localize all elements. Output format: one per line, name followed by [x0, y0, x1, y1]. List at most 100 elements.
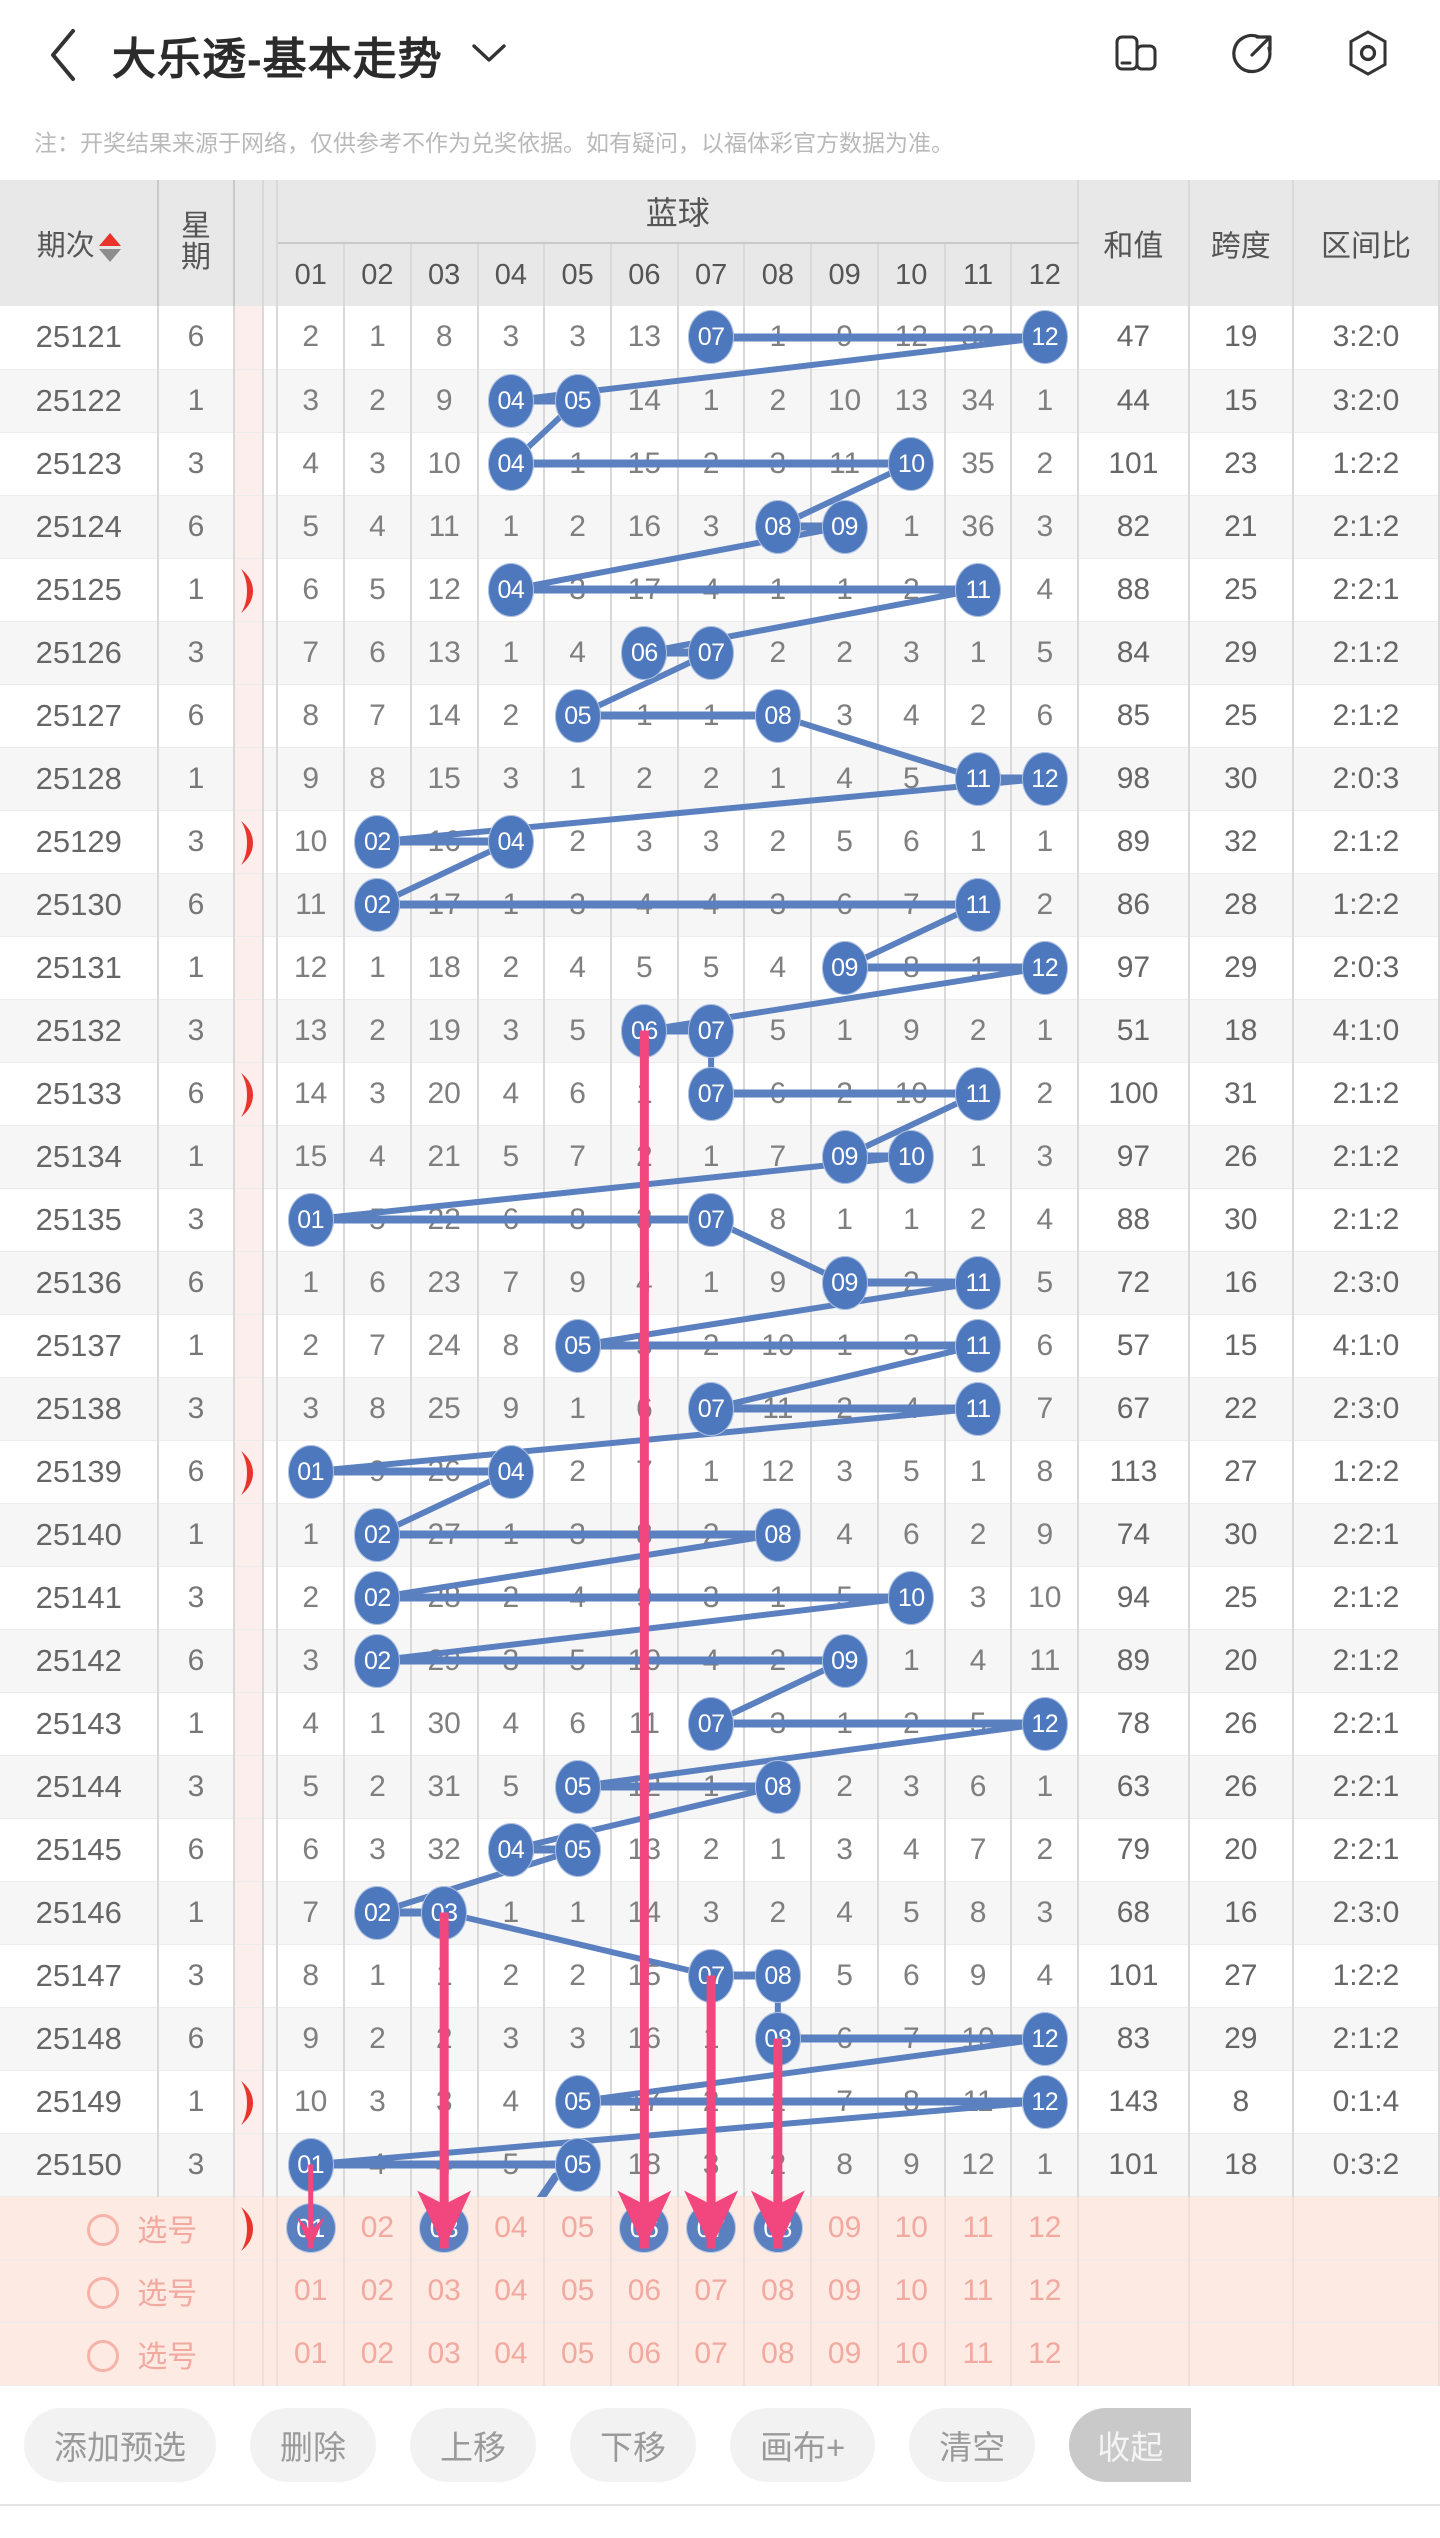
cell-ball-2[interactable]: 2: [344, 369, 412, 433]
cell-ball-2[interactable]: 2: [344, 2007, 412, 2071]
selection-cell-05[interactable]: 05: [544, 2196, 613, 2260]
cell-ball-12[interactable]: 2: [1011, 1062, 1080, 1126]
cell-ball-2[interactable]: 02: [344, 810, 412, 874]
table-row[interactable]: 25125 1 6 5 12 04 3 17 4 1 1 2 11 4 88 25 2:2:1: [0, 558, 1440, 622]
cell-ball-12[interactable]: 1: [1011, 999, 1080, 1063]
cell-ball-9[interactable]: 4: [811, 747, 879, 811]
table-row[interactable]: 25149 1 10 3 3 4 05 17 2 1 7 8 11 12 143 8 0:1:4: [0, 2070, 1440, 2134]
cell-ball-4[interactable]: 04: [477, 1440, 546, 1504]
cell-ball-1[interactable]: 6: [277, 1818, 346, 1882]
cell-ball-6[interactable]: 2: [611, 747, 679, 811]
cell-ball-8[interactable]: 3: [744, 873, 813, 937]
column-header-ball-05[interactable]: 05: [544, 243, 612, 306]
selection-label-cell[interactable]: 选号: [0, 2196, 235, 2260]
column-header-ball-08[interactable]: 08: [744, 243, 813, 306]
cell-ball-6[interactable]: 16: [611, 2007, 679, 2071]
cell-ball-12[interactable]: 12: [1011, 306, 1080, 370]
cell-ball-9[interactable]: 09: [811, 1125, 879, 1189]
selection-cell-12[interactable]: 12: [1011, 2196, 1080, 2260]
cell-ball-8[interactable]: 4: [744, 936, 813, 1000]
selection-cell-02[interactable]: 02: [344, 2196, 412, 2260]
cell-ball-7[interactable]: 1: [677, 1440, 746, 1504]
cell-ball-2[interactable]: 6: [344, 621, 412, 685]
cell-ball-6[interactable]: 10: [611, 1629, 679, 1693]
cell-ball-11[interactable]: 35: [944, 432, 1013, 496]
cell-ball-12[interactable]: 12: [1011, 747, 1080, 811]
cell-ball-8[interactable]: 5: [744, 999, 813, 1063]
cell-ball-5[interactable]: 4: [544, 1566, 612, 1630]
cell-ball-2[interactable]: 1: [344, 936, 412, 1000]
cell-ball-11[interactable]: 1: [944, 621, 1013, 685]
cell-ball-7[interactable]: 07: [677, 1944, 746, 2008]
cell-ball-7[interactable]: 1: [677, 1755, 746, 1819]
cell-ball-5[interactable]: 1: [544, 1377, 612, 1441]
table-row[interactable]: 25128 1 9 8 15 3 1 2 2 1 4 5 11 12 98 30 2:0:3: [0, 747, 1440, 811]
cell-ball-7[interactable]: 07: [677, 1377, 746, 1441]
cell-ball-10[interactable]: 3: [877, 621, 946, 685]
cell-ball-3[interactable]: 15: [410, 747, 479, 811]
cell-ball-5[interactable]: 05: [544, 1818, 612, 1882]
cell-ball-2[interactable]: 02: [344, 873, 412, 937]
selection-cell-10[interactable]: 10: [877, 2322, 946, 2386]
cell-ball-7[interactable]: 2: [677, 2070, 746, 2134]
cell-ball-11[interactable]: 34: [944, 369, 1013, 433]
cell-ball-1[interactable]: 15: [277, 1125, 346, 1189]
cell-ball-8[interactable]: 1: [744, 1818, 813, 1882]
cell-ball-4[interactable]: 5: [477, 1125, 546, 1189]
selection-cell-04[interactable]: 04: [477, 2259, 546, 2323]
cell-ball-9[interactable]: 10: [811, 369, 879, 433]
table-row[interactable]: 25130 6 11 02 17 1 3 4 4 3 6 7 11 2 86 28 1:2:2: [0, 873, 1440, 937]
cell-ball-1[interactable]: 01: [277, 1440, 346, 1504]
cell-ball-8[interactable]: 3: [744, 432, 813, 496]
cell-ball-4[interactable]: 1: [477, 495, 546, 559]
cell-ball-6[interactable]: 13: [611, 1818, 679, 1882]
cell-ball-5[interactable]: 1: [544, 432, 612, 496]
cell-ball-3[interactable]: 31: [410, 1755, 479, 1819]
column-header-ball-06[interactable]: 06: [611, 243, 679, 306]
cell-ball-4[interactable]: 8: [477, 1314, 546, 1378]
cell-ball-12[interactable]: 2: [1011, 1818, 1080, 1882]
cell-ball-11[interactable]: 2: [944, 684, 1013, 748]
cell-ball-5[interactable]: 4: [544, 621, 612, 685]
cell-ball-12[interactable]: 4: [1011, 1188, 1080, 1252]
cell-ball-11[interactable]: 4: [944, 1629, 1013, 1693]
cell-ball-4[interactable]: 3: [477, 2007, 546, 2071]
cell-ball-10[interactable]: 9: [877, 2133, 946, 2197]
cell-ball-6[interactable]: 3: [611, 1188, 679, 1252]
cell-ball-4[interactable]: 04: [477, 1818, 546, 1882]
cell-ball-9[interactable]: 4: [811, 1503, 879, 1567]
cell-ball-11[interactable]: 5: [944, 1692, 1013, 1756]
title-dropdown-button[interactable]: [469, 40, 509, 71]
cell-ball-7[interactable]: 4: [677, 1629, 746, 1693]
column-header-ball-01[interactable]: 01: [277, 243, 346, 306]
cell-ball-7[interactable]: 1: [677, 684, 746, 748]
cell-ball-7[interactable]: 3: [677, 1881, 746, 1945]
table-row[interactable]: 25132 3 13 2 19 3 5 06 07 5 1 9 2 1 51 18 4:1:0: [0, 999, 1440, 1063]
cell-ball-3[interactable]: 24: [410, 1314, 479, 1378]
cell-ball-6[interactable]: 1: [611, 1062, 679, 1126]
cell-ball-9[interactable]: 09: [811, 1251, 879, 1315]
cell-ball-1[interactable]: 10: [277, 2070, 346, 2134]
radio-circle-icon[interactable]: [87, 2277, 120, 2309]
cell-ball-3[interactable]: 20: [410, 1062, 479, 1126]
cell-ball-12[interactable]: 1: [1011, 2133, 1080, 2197]
cell-ball-12[interactable]: 3: [1011, 1881, 1080, 1945]
cell-ball-12[interactable]: 4: [1011, 558, 1080, 622]
cell-ball-4[interactable]: 3: [477, 747, 546, 811]
cell-ball-7[interactable]: 2: [677, 1818, 746, 1882]
cell-ball-4[interactable]: 2: [477, 1566, 546, 1630]
cell-ball-7[interactable]: 1: [677, 2007, 746, 2071]
cell-ball-5[interactable]: 3: [544, 2007, 612, 2071]
cell-ball-6[interactable]: 12: [611, 1755, 679, 1819]
cell-ball-3[interactable]: 16: [410, 810, 479, 874]
cell-ball-11[interactable]: 33: [944, 306, 1013, 370]
selection-cell-11[interactable]: 11: [944, 2259, 1013, 2323]
cell-ball-6[interactable]: 3: [611, 810, 679, 874]
cell-ball-1[interactable]: 7: [277, 1881, 346, 1945]
selection-cell-08[interactable]: 08: [744, 2259, 813, 2323]
cell-ball-5[interactable]: 2: [544, 1944, 612, 2008]
cell-ball-10[interactable]: 2: [877, 1251, 946, 1315]
table-row[interactable]: 25148 6 9 2 2 3 3 16 1 08 6 7 10 12 83 29 2:1:2: [0, 2007, 1440, 2071]
cell-ball-9[interactable]: 5: [811, 1566, 879, 1630]
cell-ball-11[interactable]: 1: [944, 810, 1013, 874]
